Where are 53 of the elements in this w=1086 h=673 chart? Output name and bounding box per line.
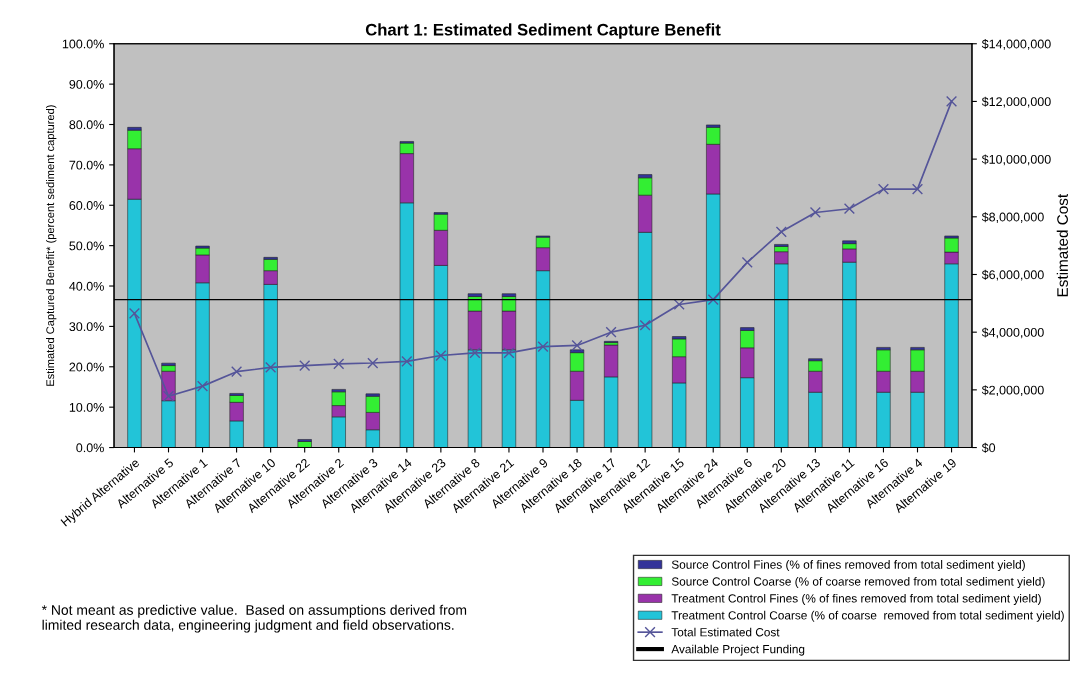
point	[469, 347, 481, 359]
legend-label: Treatment Control Fines (% of fines removed from total sediment yield)	[671, 593, 1041, 605]
point	[707, 294, 719, 306]
y-tick-label: 10.0%	[69, 402, 104, 412]
point	[367, 357, 379, 369]
point	[435, 349, 447, 362]
legend-label: Available Project Funding	[671, 644, 805, 656]
legend-label: Treatment Control Coarse (% of coarse removed from total sediment yield)	[671, 610, 1064, 622]
y-tick-label: 60.0%	[69, 201, 104, 210]
y-tick-label: 80.0%	[69, 120, 104, 130]
point	[605, 326, 617, 338]
point	[809, 206, 821, 219]
point	[843, 203, 855, 215]
point	[265, 361, 277, 373]
y2-tick-label: $10,000,000	[981, 154, 1051, 166]
y-tick-label: 0.0%	[76, 443, 104, 453]
y-tick-label: 40.0%	[69, 281, 104, 291]
point	[196, 380, 209, 392]
point	[333, 358, 345, 370]
point	[945, 95, 958, 107]
y-tick-label: 20.0%	[69, 362, 104, 372]
point	[503, 347, 515, 359]
y2-tick-label: $8,000,000	[981, 212, 1044, 223]
point	[775, 226, 787, 238]
point	[299, 360, 311, 372]
legend-label: Total Estimated Cost	[671, 627, 780, 637]
y-tick-label: 50.0%	[69, 241, 104, 251]
y-tick-label: 90.0%	[69, 79, 104, 89]
point	[401, 355, 413, 367]
y2-tick-label: $4,000,000	[981, 327, 1044, 339]
point	[231, 366, 243, 378]
y2-tick-label: $2,000,000	[981, 385, 1044, 396]
y2-tick-label: $12,000,000	[981, 96, 1051, 108]
point	[128, 307, 141, 319]
point	[571, 339, 583, 351]
y-tick-label: 30.0%	[69, 322, 104, 332]
y-tick-label: 100.0%	[62, 39, 104, 49]
y-axis-title: Estimated Captured Benefit* (percent sediment captured)	[46, 105, 57, 386]
chart-title: Chart 1: Estimated Sediment Capture Benefit	[365, 23, 721, 39]
point	[877, 183, 890, 195]
legend-label: Source Control Fines (% of fines removed from total sediment yield)	[671, 560, 1025, 572]
y2-tick-label: $6,000,000	[981, 269, 1044, 281]
legend-label: Source Control Coarse (% of coarse removed from total sediment yield)	[671, 577, 1045, 589]
point	[162, 390, 175, 402]
y2-tick-label: $0	[981, 442, 996, 453]
text: * Not meant as predictive value. Based on assumptions derived from limited research data, engineering judgment and field observations.	[41, 604, 467, 633]
point	[639, 319, 651, 331]
point	[537, 341, 549, 353]
y-tick-label: 70.0%	[69, 160, 104, 170]
point	[741, 256, 753, 268]
y2-tick-label: $14,000,000	[981, 39, 1051, 50]
point	[911, 183, 924, 195]
y2-axis-title: Estimated Cost	[1056, 193, 1068, 297]
